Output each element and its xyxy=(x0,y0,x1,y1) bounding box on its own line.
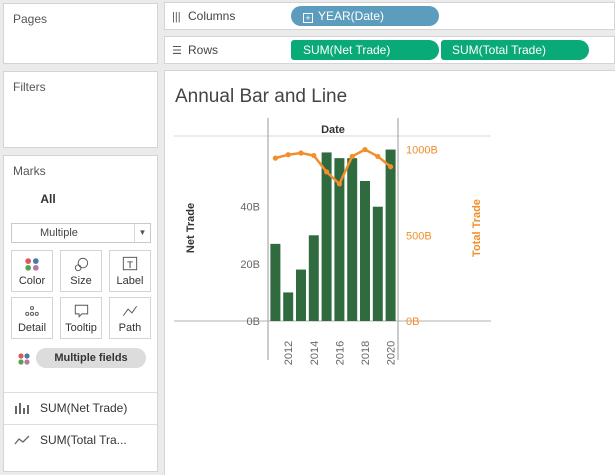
point-total-trade-2016 xyxy=(336,181,342,187)
rows-label-text: Rows xyxy=(188,43,219,57)
column-header: Date xyxy=(321,124,345,136)
measure-tab-total-trade[interactable]: SUM(Total Tra... xyxy=(4,427,157,453)
columns-label-text: Columns xyxy=(188,9,236,23)
bar-net-trade-2013 xyxy=(296,269,306,321)
size-label: Size xyxy=(70,275,92,287)
chart: Date Net Trade 0B 20B 40B Total Trade 0B 50… xyxy=(174,118,491,365)
label-label: Label xyxy=(116,275,144,287)
point-total-trade-2017 xyxy=(349,153,355,160)
point-total-trade-2020 xyxy=(388,164,394,170)
x-axis-tick-label: 2014 xyxy=(309,341,321,365)
size-button[interactable]: Size xyxy=(60,250,102,292)
rows-shelf[interactable]: ☰ Rows SUM(Net Trade) SUM(Total Trade) xyxy=(164,36,615,64)
bar-net-trade-2015 xyxy=(321,152,332,321)
measure-tab-net-trade[interactable]: SUM(Net Trade) xyxy=(4,395,157,421)
multiple-fields-pill[interactable]: Multiple fields xyxy=(36,348,146,368)
x-axis-tick-label: 2020 xyxy=(386,341,398,365)
color-label: Color xyxy=(18,275,46,287)
measure-tab-total-trade-label: SUM(Total Tra... xyxy=(40,433,127,447)
bar-net-trade-2019 xyxy=(372,206,383,321)
speech-bubble-icon xyxy=(74,304,89,318)
text-t-icon: T xyxy=(122,256,138,271)
x-axis-tick-label: 2016 xyxy=(334,341,346,365)
point-total-trade-2011 xyxy=(272,155,278,161)
chevron-down-icon[interactable]: ▼ xyxy=(134,224,150,242)
filters-title: Filters xyxy=(13,80,46,94)
columns-icon: ||| xyxy=(172,11,181,23)
bar-net-trade-2018 xyxy=(360,181,370,321)
marks-card: Marks All Multiple ▼ Color Size T Label … xyxy=(3,155,158,472)
mark-type-dropdown[interactable]: Multiple ▼ xyxy=(11,223,151,243)
left-axis-title: Net Trade xyxy=(185,203,197,253)
point-total-trade-2019 xyxy=(375,153,381,160)
viz-pane: Annual Bar and Line Date Net Trade 0B 20B… xyxy=(164,70,615,475)
pages-card: Pages xyxy=(3,3,158,64)
left-axis-tick-label: 0B xyxy=(247,316,260,328)
size-icon xyxy=(74,257,89,272)
color-button[interactable]: Color xyxy=(11,250,53,292)
marks-all-tab[interactable]: All xyxy=(40,192,56,206)
right-axis-tick-label: 0B xyxy=(406,316,419,328)
left-axis-tick-label: 40B xyxy=(240,202,260,214)
point-total-trade-2015 xyxy=(324,169,330,175)
point-total-trade-2013 xyxy=(298,150,304,156)
detail-button[interactable]: Detail xyxy=(11,297,53,339)
label-button[interactable]: T Label xyxy=(109,250,151,292)
detail-icon xyxy=(25,306,39,316)
point-total-trade-2014 xyxy=(311,152,317,159)
viz-title: Annual Bar and Line xyxy=(175,86,348,107)
bar-net-trade-2017 xyxy=(347,158,358,321)
multiple-fields-color-icon xyxy=(18,353,30,365)
columns-shelf-label: ||| Columns xyxy=(172,3,235,29)
columns-shelf[interactable]: ||| Columns + YEAR(Date) xyxy=(164,2,615,30)
marks-divider xyxy=(4,424,157,425)
path-button[interactable]: Path xyxy=(109,297,151,339)
filters-card[interactable]: Filters xyxy=(3,71,158,148)
bar-net-trade-2014 xyxy=(308,235,319,321)
measure-tab-net-trade-label: SUM(Net Trade) xyxy=(40,401,128,415)
color-icon xyxy=(25,258,39,271)
net-trade-pill[interactable]: SUM(Net Trade) xyxy=(291,40,439,60)
right-axis-tick-label: 1000B xyxy=(406,145,438,157)
tooltip-button[interactable]: Tooltip xyxy=(60,297,102,339)
bar-chart-icon xyxy=(15,403,29,414)
mark-type-value: Multiple xyxy=(40,227,78,239)
rows-shelf-label: ☰ Rows xyxy=(172,37,218,63)
marks-divider xyxy=(4,392,157,393)
bar-net-trade-2016 xyxy=(334,158,345,321)
point-total-trade-2018 xyxy=(362,146,368,153)
right-axis-title: Total Trade xyxy=(471,199,483,257)
year-date-pill-label: YEAR(Date) xyxy=(318,9,385,23)
year-date-pill[interactable]: + YEAR(Date) xyxy=(291,6,439,26)
bar-net-trade-2012 xyxy=(283,292,294,321)
rows-icon: ☰ xyxy=(172,45,182,57)
point-total-trade-2012 xyxy=(285,152,291,158)
detail-label: Detail xyxy=(17,322,47,334)
right-axis-tick-label: 500B xyxy=(406,230,432,242)
pages-title: Pages xyxy=(13,12,48,26)
bar-net-trade-2011 xyxy=(270,243,281,321)
svg-text:T: T xyxy=(127,260,133,271)
path-label: Path xyxy=(118,322,142,334)
x-axis-tick-label: 2018 xyxy=(360,341,372,365)
bar-net-trade-2020 xyxy=(385,149,396,321)
x-axis-tick-label: 2012 xyxy=(283,341,295,365)
line-chart-icon xyxy=(14,435,30,445)
path-icon xyxy=(122,305,138,317)
line-total-trade xyxy=(275,148,392,186)
tooltip-label: Tooltip xyxy=(65,322,97,334)
expand-plus-icon[interactable]: + xyxy=(303,13,313,23)
marks-title: Marks xyxy=(13,164,46,178)
left-axis-tick-label: 20B xyxy=(240,259,260,271)
total-trade-pill[interactable]: SUM(Total Trade) xyxy=(441,40,589,60)
